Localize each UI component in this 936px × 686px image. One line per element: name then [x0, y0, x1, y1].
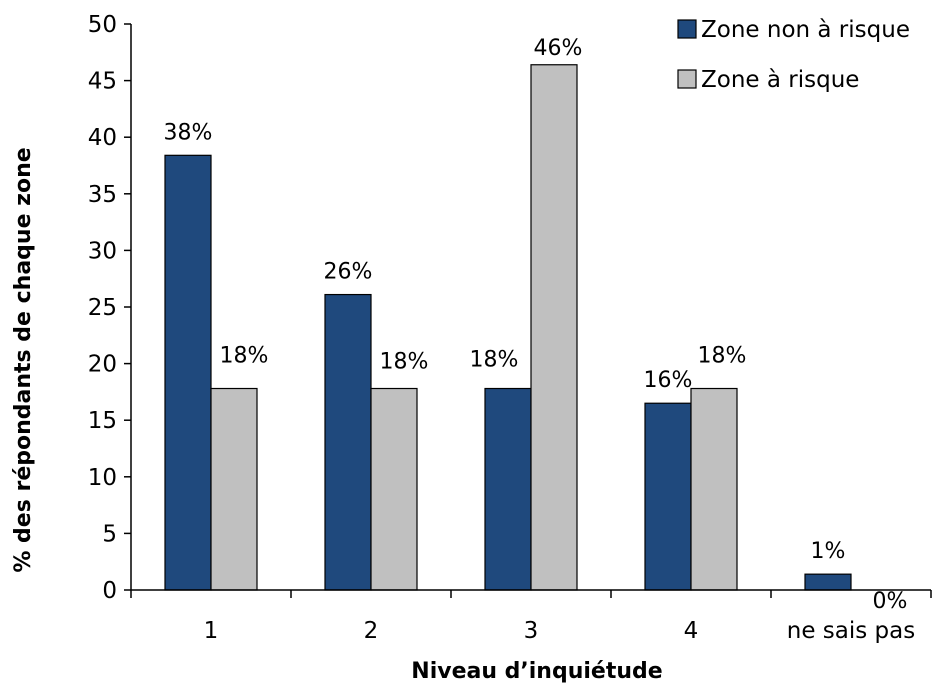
- y-tick-label: 5: [102, 521, 117, 547]
- data-label: 18%: [380, 350, 429, 375]
- y-tick-label: 15: [88, 408, 117, 434]
- legend-label: Zone à risque: [701, 67, 859, 93]
- y-axis-title: % des répondants de chaque zone: [11, 147, 36, 572]
- x-tick-label: 3: [524, 618, 539, 644]
- y-tick-label: 10: [88, 465, 117, 491]
- data-label: 46%: [534, 36, 583, 61]
- data-label: 26%: [324, 260, 373, 285]
- bar: [210, 387, 258, 591]
- x-tick-label: 2: [364, 618, 379, 644]
- bars-layer: [164, 64, 852, 591]
- y-tick-label: 45: [88, 69, 117, 95]
- bar: [644, 402, 692, 591]
- bar: [370, 387, 418, 591]
- legend-swatch: [677, 19, 697, 39]
- y-tick-label: 40: [88, 125, 117, 151]
- y-tick-label: 30: [88, 238, 117, 264]
- y-tick-label: 0: [102, 578, 117, 604]
- data-label: 1%: [811, 539, 846, 564]
- legend: Zone non à risque Zone à risque: [677, 17, 910, 93]
- x-tick-label: 4: [684, 618, 699, 644]
- axes-layer: 0 5 10 15 20 25 30 35 40 45 50: [88, 12, 932, 604]
- y-tick-label: 50: [88, 12, 117, 38]
- data-label: 38%: [164, 120, 213, 145]
- bar: [164, 154, 212, 591]
- y-tick-label: 35: [88, 182, 117, 208]
- data-label: 18%: [698, 344, 747, 369]
- bar: [804, 573, 852, 591]
- data-label: 16%: [644, 368, 693, 393]
- data-label: 18%: [470, 348, 519, 373]
- data-label: 0%: [873, 589, 908, 614]
- bar: [324, 293, 372, 591]
- x-tick-label: ne sais pas: [787, 618, 915, 644]
- x-axis-title: Niveau d’inquiétude: [411, 659, 662, 684]
- bar: [690, 387, 738, 591]
- x-tick-label: 1: [204, 618, 219, 644]
- y-tick-label: 25: [88, 295, 117, 321]
- bar: [484, 387, 532, 591]
- legend-swatch: [677, 69, 697, 89]
- legend-label: Zone non à risque: [701, 17, 910, 43]
- data-label: 18%: [220, 344, 269, 369]
- bar: [530, 64, 578, 591]
- y-tick-label: 20: [88, 352, 117, 378]
